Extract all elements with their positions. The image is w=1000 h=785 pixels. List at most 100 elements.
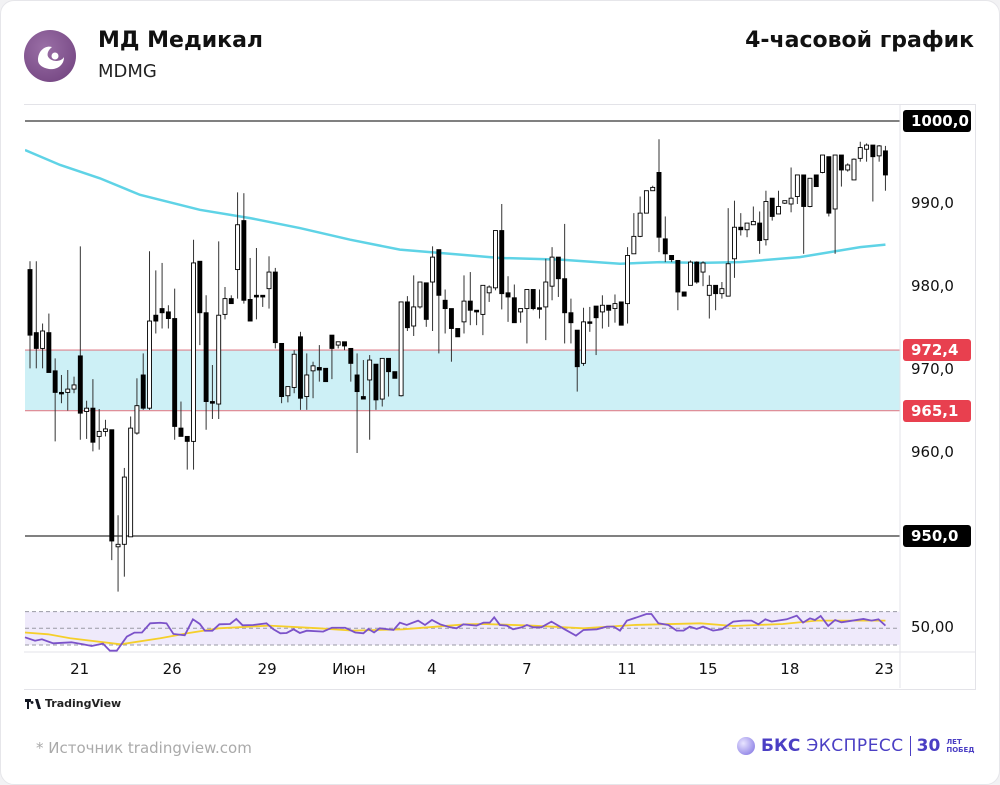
candle-up [379,357,385,400]
candle-down [46,332,52,373]
candle-up [876,145,882,157]
candle-up [820,154,825,173]
candle-up [493,230,498,289]
candle-up [581,321,586,364]
candle-up [612,303,618,310]
candle-up [40,330,46,349]
candle-down [209,401,215,404]
candle-up [121,476,127,545]
candle-down [354,374,360,393]
candle-down [826,156,832,214]
candle-down [505,292,511,298]
candle-down [593,305,599,319]
price-tick-label: 990,0 [911,194,954,212]
support-zone [25,350,900,411]
tradingview-logo-icon [25,698,41,709]
time-tick-label: 26 [162,660,182,678]
candle-down [247,299,253,322]
candle-down [159,308,165,314]
candle-down [172,318,178,427]
candle-down [813,174,819,188]
rsi-line [24,613,887,652]
candle-down [656,172,662,238]
candle-up [310,365,316,372]
time-tick-label: 23 [874,660,894,678]
candle-down [329,334,335,349]
candle-up [96,430,102,437]
brand-small: ЛЕТ ПОБЕД [946,738,974,754]
candle-up [134,405,140,434]
candle-up [732,226,737,260]
candle-down [241,220,247,301]
candle-down [298,336,303,399]
candle-down [153,314,159,322]
candle-up [524,289,530,310]
candle-up [706,284,712,296]
candle-down [801,174,807,207]
candle-down [870,144,876,158]
candle-up [417,281,423,308]
candle-down [882,150,888,176]
plot-area [25,120,900,592]
candle-down [662,238,668,255]
candle-up [832,154,838,210]
candle-up [599,304,605,313]
time-tick-label: 29 [257,660,277,678]
candle-up [864,144,870,150]
rsi-value-label: 50,00 [911,618,954,637]
candle-down [455,328,461,338]
candle-up [794,174,800,197]
candle-up [776,206,781,215]
candle-down [360,396,366,400]
candle-down [769,197,775,217]
candle-up [266,271,272,290]
candle-down [423,282,429,320]
candle-up [480,284,486,315]
candle-down [474,309,480,313]
bks-express-logo: БКС ЭКСПРЕСС 30 ЛЕТ ПОБЕД [737,736,975,756]
candle-up [235,224,241,271]
candle-up [744,222,750,231]
candle-down [757,222,763,241]
candle-down [59,391,64,395]
candle-up [71,384,77,390]
ticker-symbol: MDMG [98,61,157,82]
candle-down [530,289,536,310]
candle-up [84,407,90,412]
mother-child-icon [38,46,64,70]
level-price-tag: 1000,0 [903,110,971,132]
candle-down [348,347,354,364]
candle-down [253,294,259,298]
candle-up [103,428,108,432]
candle-down [33,332,39,349]
candle-down [562,278,568,314]
candle-up [128,427,134,538]
candle-up [637,212,643,237]
time-tick-label: 7 [522,660,532,678]
level-price-tag: 950,0 [903,525,971,547]
candle-down [738,226,744,231]
candle-down [203,312,209,402]
time-tick-label: 21 [70,660,90,678]
candle-down [77,355,83,414]
candle-down [272,271,278,344]
candle-down [386,357,391,373]
tradingview-label: TradingView [45,697,122,710]
tradingview-credit[interactable]: TradingView [25,697,121,710]
candle-down [499,230,505,295]
candle-up [216,314,222,405]
time-tick-label: Июн [332,660,366,678]
candle-up [700,262,706,273]
candle-down [618,301,624,326]
candle-up [367,359,373,381]
candle-up [851,158,857,181]
candle-down [109,429,115,542]
candle-down [669,255,675,261]
candle-up [763,201,769,241]
candle-up [486,286,492,294]
candle-up [688,261,693,286]
candle-up [411,306,417,327]
zone-bottom-price-tag: 965,1 [903,399,971,422]
candle-up [304,374,310,398]
